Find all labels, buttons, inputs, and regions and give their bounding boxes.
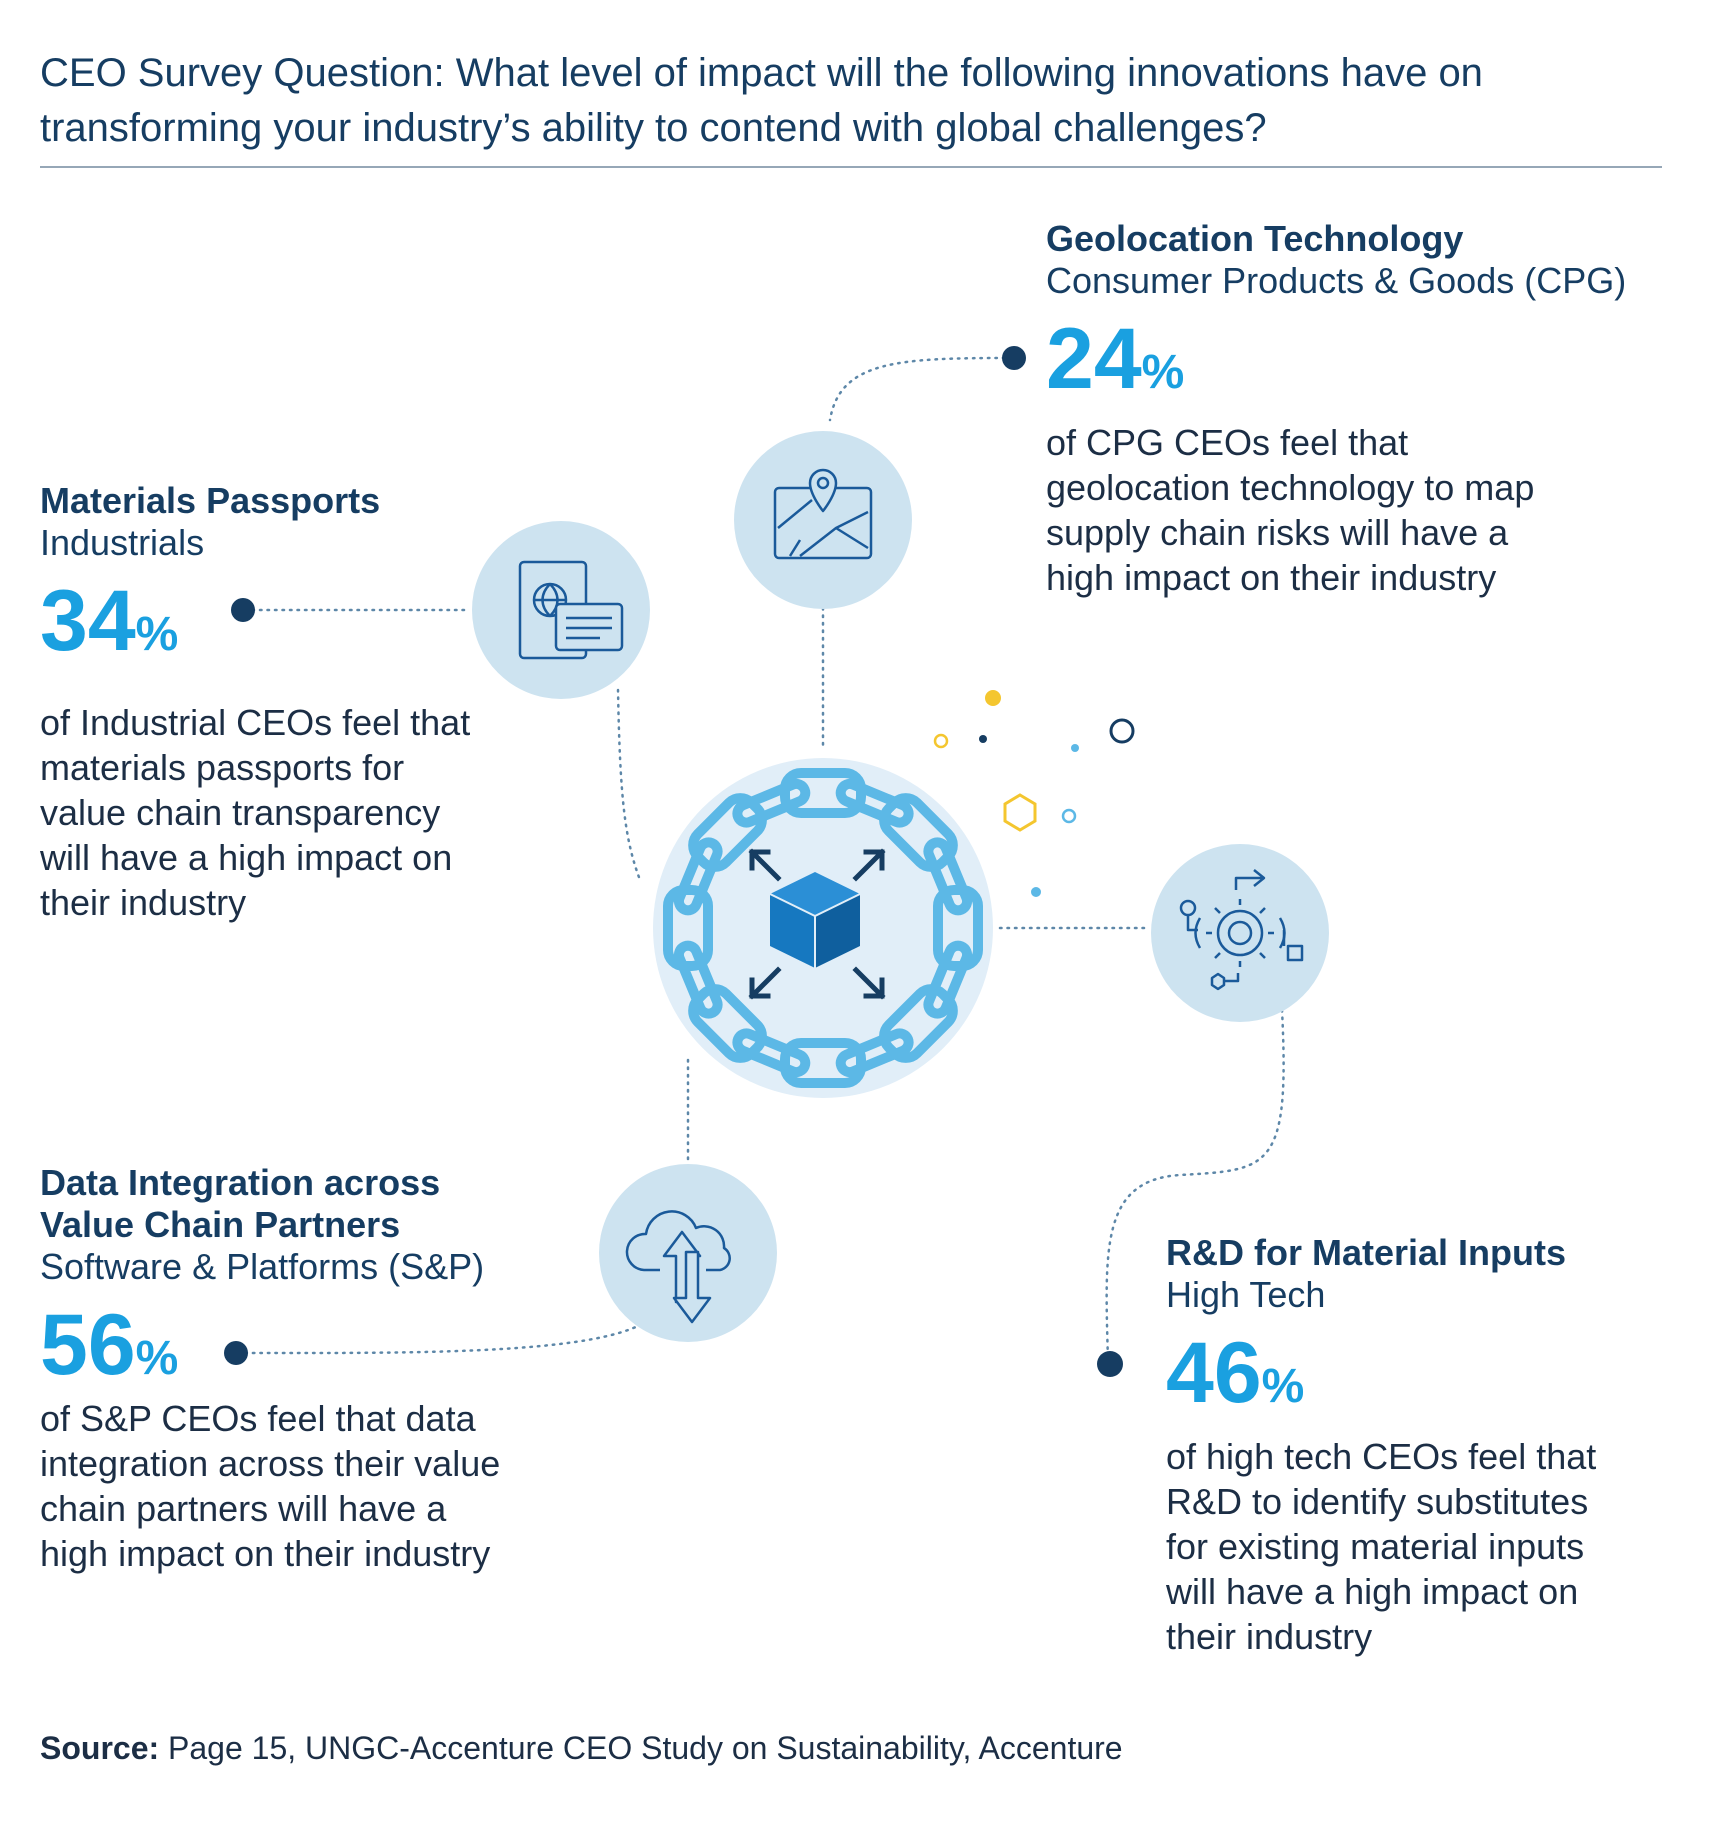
description-line: R&D to identify substitutes	[1166, 1481, 1589, 1522]
header-divider	[40, 166, 1662, 168]
chain-link	[732, 1028, 811, 1078]
description-line: of S&P CEOs feel that data	[40, 1398, 476, 1439]
connector-passports-center	[616, 688, 642, 882]
chain-link	[835, 778, 914, 828]
passports-title: Materials Passports	[40, 480, 381, 521]
source-note: Source: Page 15, UNGC-Accenture CEO Stud…	[40, 1730, 1123, 1767]
data-integration-percent-value: 56	[40, 1297, 136, 1393]
passports-percent-value: 34	[40, 573, 136, 669]
rd-description: of high tech CEOs feel that R&D to ident…	[1166, 1434, 1596, 1659]
description-line: supply chain risks will have a	[1046, 512, 1509, 553]
data-integration-description: of S&P CEOs feel that data integration a…	[40, 1396, 500, 1576]
connector-geolocation	[828, 356, 1014, 422]
geolocation-percent-value: 24	[1046, 311, 1142, 407]
description-line: geolocation technology to map	[1046, 467, 1535, 508]
chain-cube-icon	[653, 758, 993, 1098]
description-line: chain partners will have a	[40, 1488, 447, 1529]
endpoint-dot	[231, 598, 255, 622]
passport-document-icon	[518, 560, 624, 660]
description-line: for existing material inputs	[1166, 1526, 1585, 1567]
description-line: value chain transparency	[40, 792, 441, 833]
endpoint-dot	[1002, 346, 1026, 370]
description-line: high impact on their industry	[1046, 557, 1497, 598]
percent-symbol: %	[1261, 1360, 1305, 1413]
data-integration-title-line-2: Value Chain Partners	[40, 1204, 401, 1245]
chain-link	[673, 837, 723, 916]
description-line: their industry	[1166, 1616, 1373, 1657]
decorative-particles	[933, 690, 1135, 897]
survey-question: CEO Survey Question: What level of impac…	[40, 46, 1670, 156]
geolocation-industry: Consumer Products & Goods (CPG)	[1046, 260, 1627, 301]
geolocation-description: of CPG CEOs feel that geolocation techno…	[1046, 420, 1626, 600]
endpoint-dot	[1097, 1351, 1123, 1377]
rd-percent-value: 46	[1166, 1325, 1262, 1421]
description-line: their industry	[40, 882, 247, 923]
source-text: Page 15, UNGC-Accenture CEO Study on Sus…	[159, 1730, 1123, 1766]
data-integration-percent: 56%	[40, 1302, 500, 1388]
description-line: of Industrial CEOs feel that	[40, 702, 471, 743]
geolocation-percent: 24%	[1046, 316, 1626, 402]
rd-percent: 46%	[1166, 1330, 1596, 1416]
expand-arrows-icon	[748, 848, 886, 1000]
geolocation-title: Geolocation Technology	[1046, 218, 1464, 259]
description-line: integration across their value	[40, 1443, 501, 1484]
endpoint-dot	[224, 1341, 248, 1365]
percent-symbol: %	[1141, 346, 1185, 399]
description-line: of CPG CEOs feel that	[1046, 422, 1409, 463]
geolocation-circle	[734, 431, 912, 609]
data-integration-title-line-1: Data Integration across	[40, 1162, 441, 1203]
data-integration-block: Data Integration across Value Chain Part…	[40, 1162, 500, 1576]
passports-percent: 34%	[40, 578, 470, 664]
source-label: Source:	[40, 1730, 160, 1766]
description-line: of high tech CEOs feel that	[1166, 1436, 1597, 1477]
cloud-sync-icon	[625, 1210, 731, 1324]
rd-circle	[1151, 844, 1329, 1022]
chain-link	[732, 778, 811, 828]
description-line: will have a high impact on	[1166, 1571, 1579, 1612]
chain-link	[835, 1028, 914, 1078]
data-integration-industry: Software & Platforms (S&P)	[40, 1246, 485, 1287]
question-line-2: transforming your industry’s ability to …	[40, 106, 1267, 150]
question-line-1: CEO Survey Question: What level of impac…	[40, 51, 1483, 95]
geolocation-block: Geolocation Technology Consumer Products…	[1046, 218, 1626, 600]
description-line: high impact on their industry	[40, 1533, 491, 1574]
chain-link	[923, 837, 973, 916]
connector-data	[236, 1323, 642, 1355]
rd-title: R&D for Material Inputs	[1166, 1232, 1567, 1273]
rd-block: R&D for Material Inputs High Tech 46% of…	[1166, 1232, 1596, 1659]
gear-process-icon	[1179, 869, 1304, 991]
cube-icon	[769, 872, 861, 968]
chain-link	[673, 940, 723, 1019]
rd-industry: High Tech	[1166, 1274, 1326, 1315]
chain-link	[923, 940, 973, 1019]
passports-industry: Industrials	[40, 522, 205, 563]
map-pin-icon	[773, 468, 873, 560]
percent-symbol: %	[135, 608, 179, 661]
passports-block: Materials Passports Industrials 34% of I…	[40, 480, 470, 925]
passports-description: of Industrial CEOs feel that materials p…	[40, 700, 470, 925]
description-line: materials passports for	[40, 747, 405, 788]
percent-symbol: %	[135, 1332, 179, 1385]
description-line: will have a high impact on	[40, 837, 453, 878]
